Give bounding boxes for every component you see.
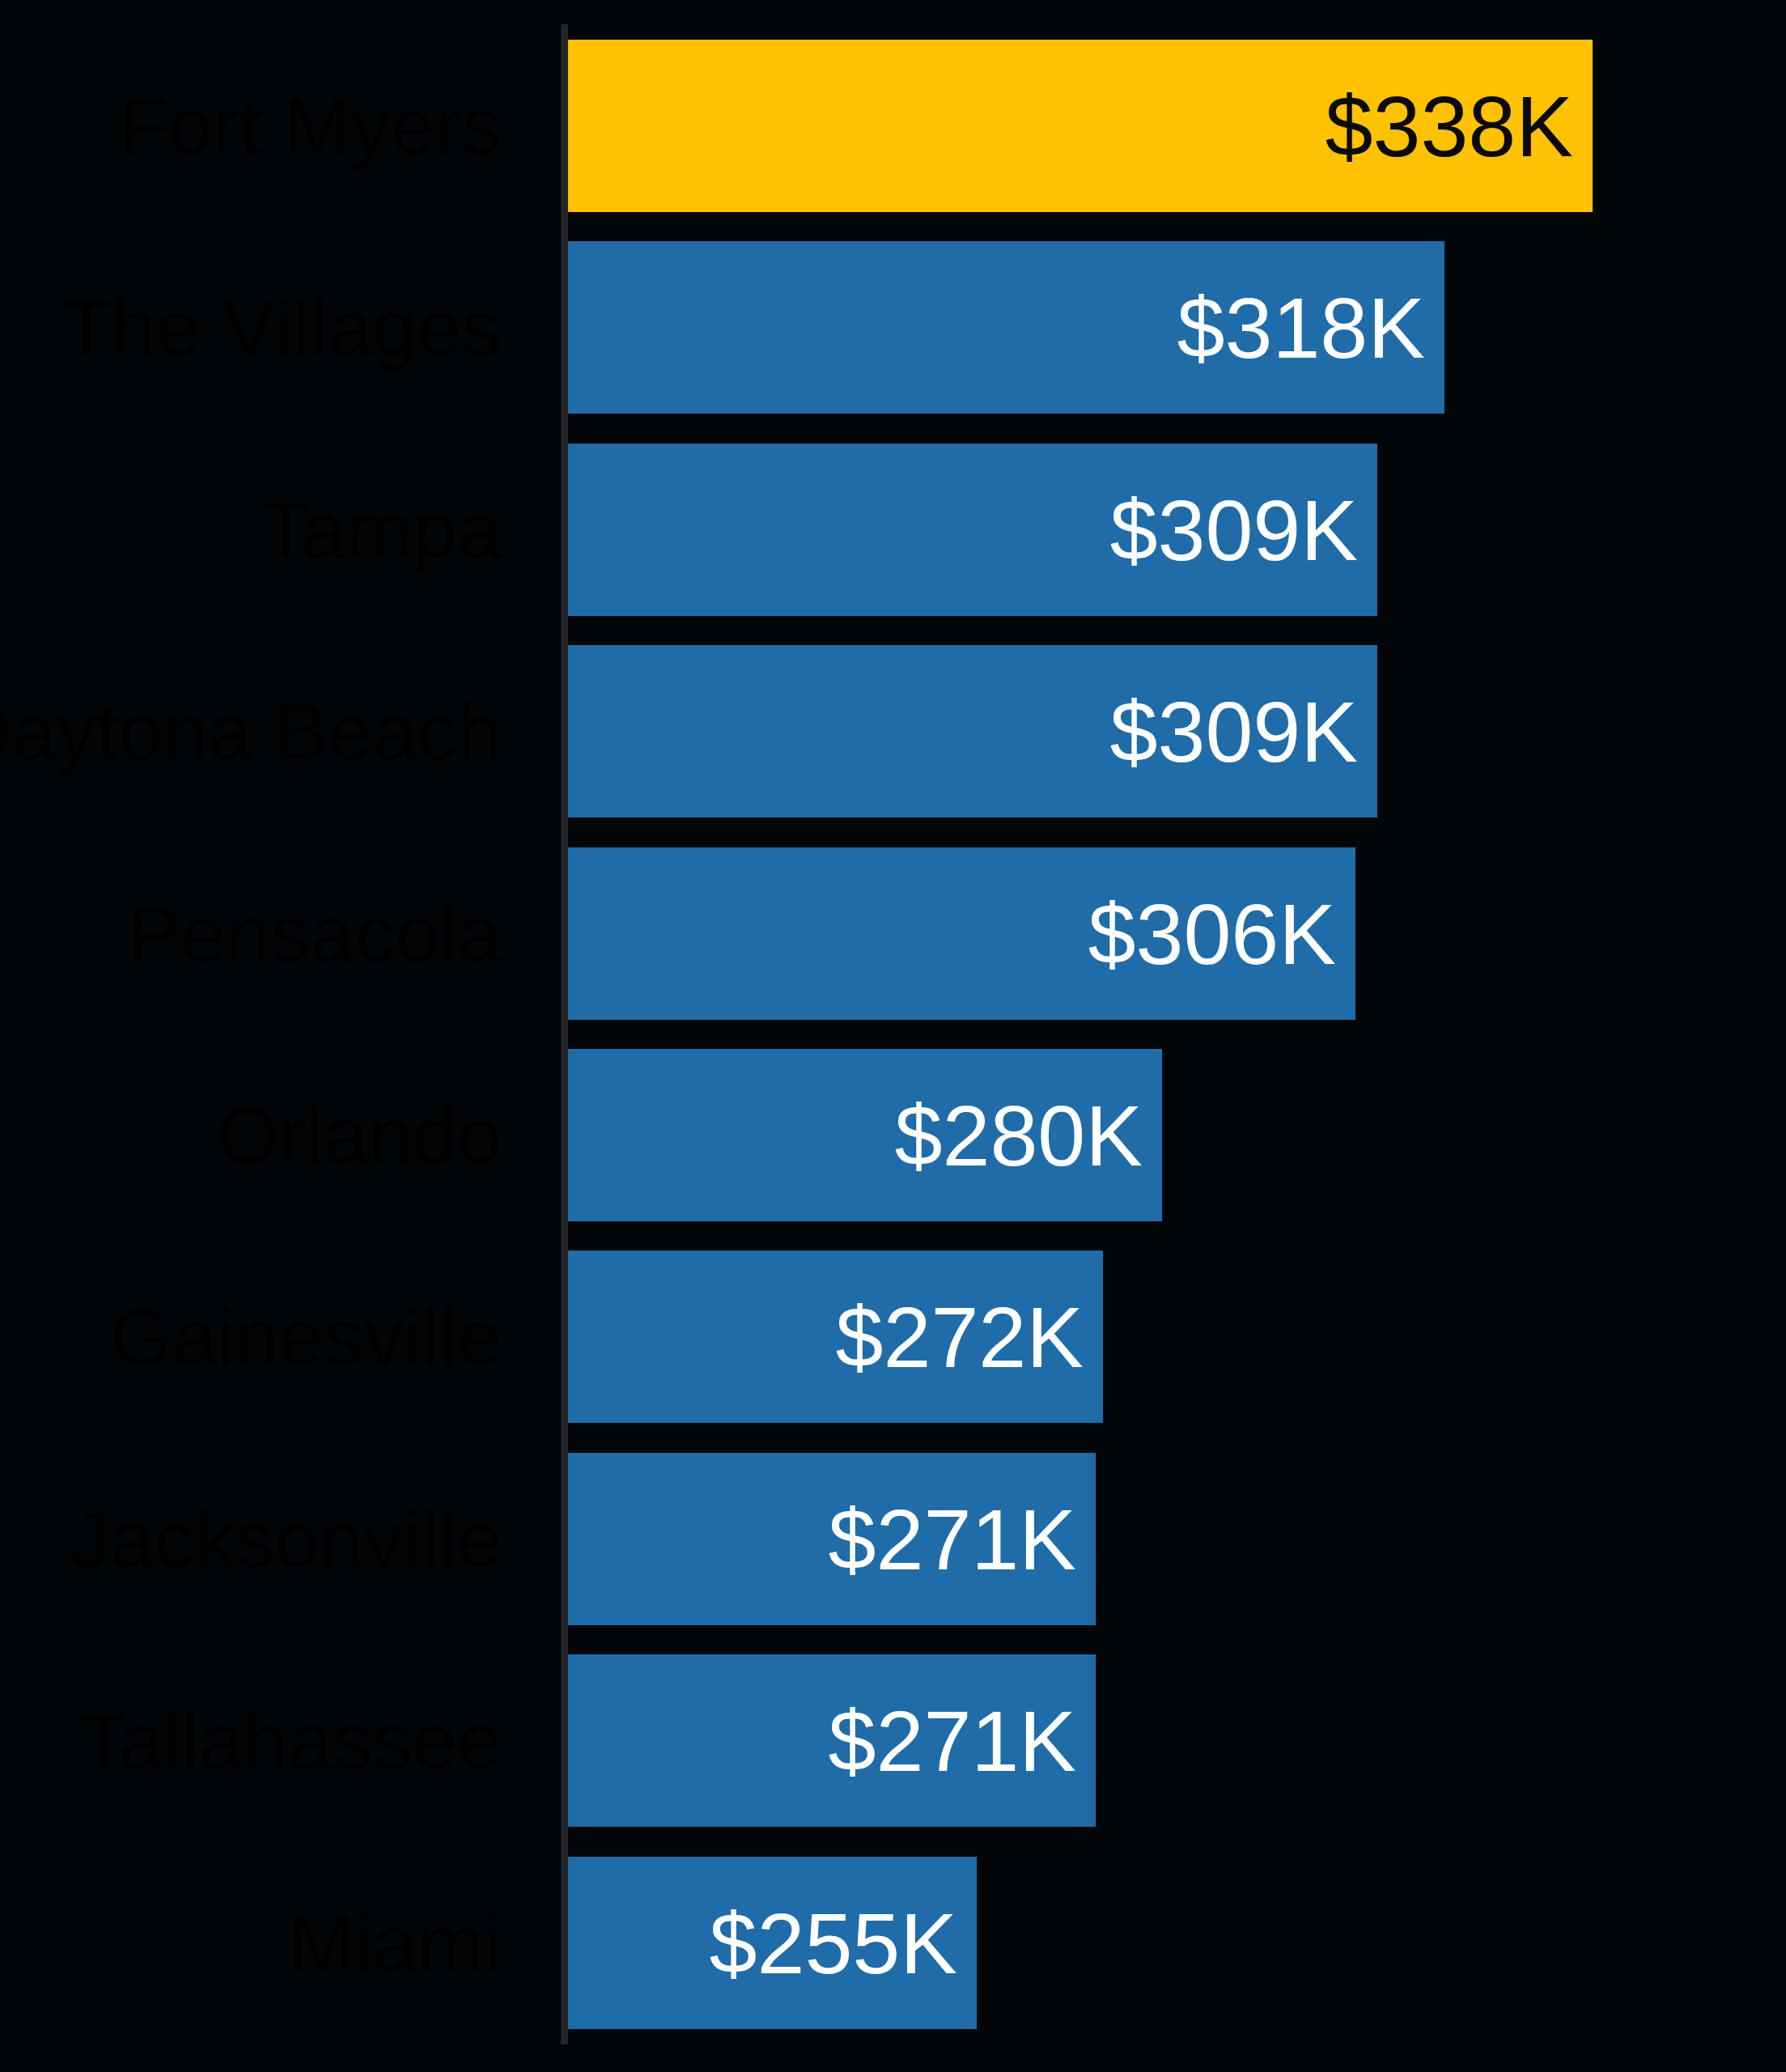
bar-row: Pensacola $306K [0, 847, 1786, 1020]
bar-row: Daytona Beach $309K [0, 645, 1786, 817]
value-label: $255K [709, 1900, 977, 1986]
category-label: Jacksonville [0, 1453, 502, 1625]
bar: $309K [568, 645, 1377, 817]
bar-highlighted: $338K [568, 40, 1593, 212]
bar: $272K [568, 1250, 1103, 1423]
bar: $318K [568, 241, 1444, 414]
value-label: $272K [835, 1294, 1103, 1380]
category-label: Miami [0, 1857, 502, 2029]
bar: $280K [568, 1049, 1162, 1221]
category-label: Orlando [0, 1049, 502, 1221]
category-label: Pensacola [0, 847, 502, 1020]
bar-row: Tallahassee $271K [0, 1654, 1786, 1827]
bar-chart: Fort Myers $338K The Villages $318K Tampa $30… [0, 0, 1786, 2072]
value-label: $280K [894, 1093, 1162, 1178]
category-label: The Villages [0, 241, 502, 414]
value-label: $271K [828, 1698, 1096, 1784]
value-label: $309K [1109, 689, 1377, 775]
value-label: $309K [1109, 487, 1377, 573]
bar: $309K [568, 444, 1377, 616]
bar-row: Jacksonville $271K [0, 1453, 1786, 1625]
bar-row: Tampa $309K [0, 444, 1786, 616]
value-label: $318K [1177, 285, 1444, 371]
bar-row: Gainesville $272K [0, 1250, 1786, 1423]
bar: $306K [568, 847, 1355, 1020]
category-label: Tallahassee [0, 1654, 502, 1827]
value-label: $271K [828, 1497, 1096, 1582]
bar: $271K [568, 1453, 1096, 1625]
bar-row: The Villages $318K [0, 241, 1786, 414]
category-label: Daytona Beach [0, 645, 502, 817]
category-label: Fort Myers [0, 40, 502, 212]
category-label: Tampa [0, 444, 502, 616]
bar-row: Miami $255K [0, 1857, 1786, 2029]
bar: $271K [568, 1654, 1096, 1827]
category-label: Gainesville [0, 1250, 502, 1423]
bar-row: Orlando $280K [0, 1049, 1786, 1221]
bar-row: Fort Myers $338K [0, 40, 1786, 212]
value-label: $338K [1325, 83, 1593, 169]
value-label: $306K [1088, 891, 1355, 977]
bar: $255K [568, 1857, 977, 2029]
